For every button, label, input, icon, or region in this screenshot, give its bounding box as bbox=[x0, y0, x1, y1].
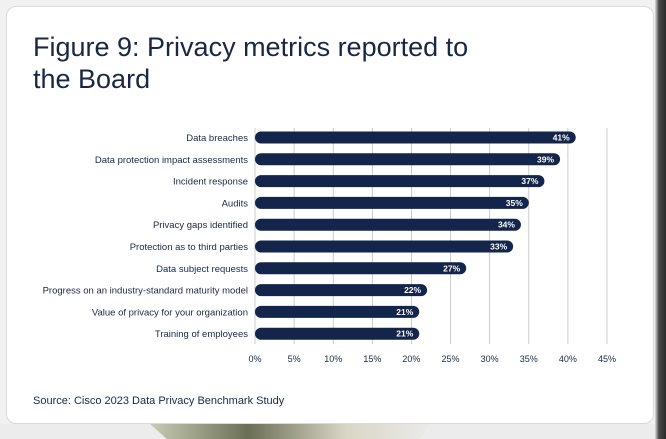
bar-value-label: 22% bbox=[404, 285, 421, 295]
category-label: Audits bbox=[222, 198, 249, 209]
background-image-streak bbox=[150, 424, 430, 439]
x-tick-label: 45% bbox=[598, 354, 616, 364]
category-label: Progress on an industry-standard maturit… bbox=[43, 286, 248, 297]
bar-value-label: 21% bbox=[396, 307, 413, 317]
category-label: Protection as to third parties bbox=[130, 242, 249, 253]
figure-card bbox=[6, 6, 654, 424]
category-label: Value of privacy for your organization bbox=[92, 307, 248, 318]
x-tick-label: 15% bbox=[363, 354, 381, 364]
x-tick-label: 25% bbox=[442, 354, 460, 364]
category-label: Training of employees bbox=[155, 329, 248, 340]
bar-value-label: 33% bbox=[490, 242, 507, 252]
x-axis-tick-labels: 0% 5% 10% 15% 20% 25% 30% 35% 40% 45% bbox=[248, 354, 616, 364]
bars: 41% 39% 37% 35% 34% 33% 27% 22% 21% 21% bbox=[255, 131, 576, 340]
category-labels: Data breaches Data protection impact asse… bbox=[43, 133, 249, 340]
window-edge-shadow bbox=[655, 0, 666, 439]
bar-value-label: 21% bbox=[396, 329, 413, 339]
category-label: Data protection impact assessments bbox=[95, 155, 248, 166]
category-label: Privacy gaps identified bbox=[153, 220, 248, 231]
x-tick-label: 10% bbox=[324, 354, 342, 364]
source-note: Source: Cisco 2023 Data Privacy Benchmar… bbox=[33, 395, 285, 407]
background-strip bbox=[0, 424, 655, 439]
bar-value-label: 34% bbox=[498, 220, 515, 230]
category-label: Data breaches bbox=[186, 133, 248, 144]
bar bbox=[255, 284, 428, 297]
bar bbox=[255, 175, 545, 188]
category-label: Incident response bbox=[173, 177, 248, 188]
bar bbox=[255, 240, 514, 253]
bar-value-label: 37% bbox=[521, 176, 538, 186]
bar bbox=[255, 131, 576, 144]
bar bbox=[255, 327, 420, 340]
bar bbox=[255, 262, 467, 275]
bar-value-label: 35% bbox=[506, 198, 523, 208]
category-label: Data subject requests bbox=[156, 264, 248, 275]
bar bbox=[255, 305, 420, 318]
x-tick-label: 35% bbox=[520, 354, 538, 364]
bar bbox=[255, 218, 521, 231]
bar-value-label: 41% bbox=[553, 133, 570, 143]
figure-title: Figure 9: Privacy metrics reported to th… bbox=[33, 32, 469, 94]
x-tick-label: 0% bbox=[248, 354, 261, 364]
bar-value-label: 27% bbox=[443, 263, 460, 273]
bar bbox=[255, 153, 561, 166]
x-tick-label: 5% bbox=[288, 354, 301, 364]
bar-value-label: 39% bbox=[537, 154, 554, 164]
bar bbox=[255, 196, 529, 209]
x-tick-label: 30% bbox=[481, 354, 499, 364]
x-tick-label: 20% bbox=[402, 354, 420, 364]
x-tick-label: 40% bbox=[559, 354, 577, 364]
